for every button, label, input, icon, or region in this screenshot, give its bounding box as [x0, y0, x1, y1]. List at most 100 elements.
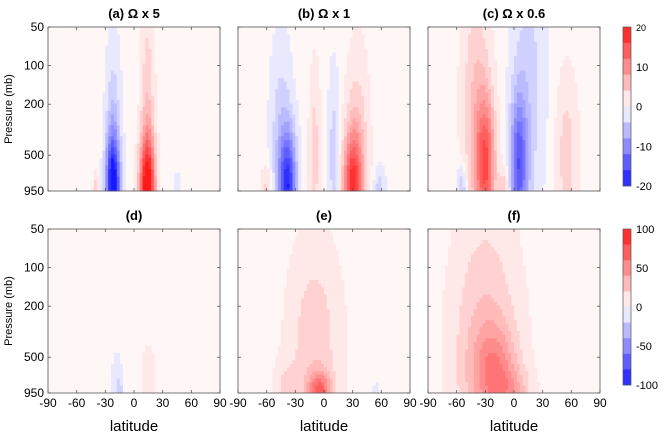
heatmap-cell [479, 158, 483, 163]
heatmap-cell [119, 143, 123, 148]
heatmap-cell [312, 169, 316, 174]
heatmap-cell [335, 389, 339, 394]
heatmap-cell [471, 110, 475, 115]
heatmap-cell [571, 81, 575, 86]
heatmap-cell [315, 352, 319, 357]
heatmap-cell [459, 301, 463, 306]
heatmap-cell [292, 301, 296, 306]
heatmap-cell [468, 385, 472, 390]
heatmap-cell [505, 103, 509, 108]
heatmap-cell [479, 176, 483, 181]
heatmap-cell [577, 161, 581, 166]
heatmap-cell [485, 74, 489, 79]
heatmap-cell [358, 74, 362, 79]
heatmap-cell [349, 176, 354, 181]
heatmap-cell [108, 41, 112, 46]
heatmap-cell [559, 139, 564, 145]
heatmap-cell [534, 176, 538, 181]
heatmap-cell [119, 158, 123, 163]
heatmap-cell [539, 92, 544, 97]
heatmap-cell [522, 183, 526, 188]
heatmap-cell [462, 143, 466, 148]
heatmap-cell [326, 139, 331, 145]
heatmap-cell [465, 294, 469, 299]
heatmap-cell [309, 63, 313, 68]
heatmap-cell [456, 125, 460, 130]
heatmap-cell [459, 187, 463, 192]
heatmap-cell [292, 316, 296, 321]
heatmap-cell [136, 107, 141, 112]
heatmap-cell [493, 103, 498, 108]
heatmap-cell [485, 125, 489, 130]
heatmap-cell [367, 143, 371, 148]
heatmap-cell [384, 187, 388, 192]
heatmap-cell [122, 139, 126, 145]
heatmap-cell [352, 107, 356, 112]
heatmap-cell [278, 34, 282, 39]
heatmap-cell [275, 147, 279, 152]
heatmap-cell [151, 389, 155, 394]
heatmap-cell [514, 81, 518, 86]
heatmap-cell [283, 360, 288, 365]
heatmap-cell [459, 30, 463, 35]
heatmap-cell [289, 283, 293, 288]
heatmap-cell [471, 56, 475, 61]
heatmap-cell [321, 283, 325, 288]
heatmap-cell [289, 312, 293, 317]
heatmap-cell [468, 85, 472, 90]
heatmap-cell [491, 125, 495, 130]
heatmap-cell [315, 180, 319, 185]
heatmap-cell [111, 118, 115, 123]
heatmap-cell [471, 59, 475, 64]
heatmap-cell [318, 298, 322, 303]
heatmap-cell [298, 290, 302, 295]
heatmap-cell [465, 254, 469, 259]
heatmap-cell [281, 129, 285, 134]
heatmap-cell [577, 136, 581, 141]
heatmap-cell [491, 63, 495, 68]
heatmap-cell [539, 169, 544, 174]
heatmap-cell [341, 187, 345, 192]
heatmap-cell [364, 48, 368, 53]
heatmap-cell [468, 129, 472, 134]
heatmap-cell [289, 389, 293, 394]
heatmap-cell [522, 67, 526, 72]
heatmap-cell [306, 323, 311, 328]
heatmap-cell [525, 165, 529, 170]
heatmap-cell [260, 187, 265, 192]
heatmap-cell [326, 341, 331, 347]
heatmap-cell [465, 385, 469, 390]
heatmap-cell [381, 165, 385, 170]
heatmap-cell [289, 290, 293, 295]
heatmap-cell [283, 147, 288, 152]
heatmap-cell [136, 136, 141, 141]
heatmap-cell [496, 176, 501, 181]
heatmap-cell [565, 161, 569, 166]
heatmap-cell [445, 320, 449, 325]
heatmap-cell [142, 67, 146, 72]
heatmap-cell [272, 172, 276, 177]
heatmap-cell [301, 243, 305, 248]
heatmap-cell [479, 59, 483, 64]
heatmap-cell [335, 290, 339, 295]
heatmap-cell [312, 374, 316, 379]
heatmap-cell [358, 147, 362, 152]
heatmap-cell [462, 121, 466, 126]
heatmap-cell [525, 34, 529, 39]
heatmap-cell [482, 27, 486, 32]
heatmap-cell [289, 276, 293, 281]
heatmap-cell [116, 367, 121, 372]
heatmap-cell [148, 88, 152, 93]
heatmap-cell [303, 363, 308, 368]
heatmap-cell [174, 176, 178, 181]
heatmap-cell [358, 183, 362, 188]
heatmap-cell [113, 352, 118, 357]
heatmap-cell [329, 258, 333, 263]
heatmap-cell [269, 129, 273, 134]
heatmap-cell [539, 107, 544, 112]
heatmap-cell [456, 129, 460, 134]
heatmap-cell [105, 48, 109, 53]
heatmap-cell [534, 169, 538, 174]
heatmap-cell [289, 287, 293, 292]
heatmap-cell [309, 187, 313, 192]
